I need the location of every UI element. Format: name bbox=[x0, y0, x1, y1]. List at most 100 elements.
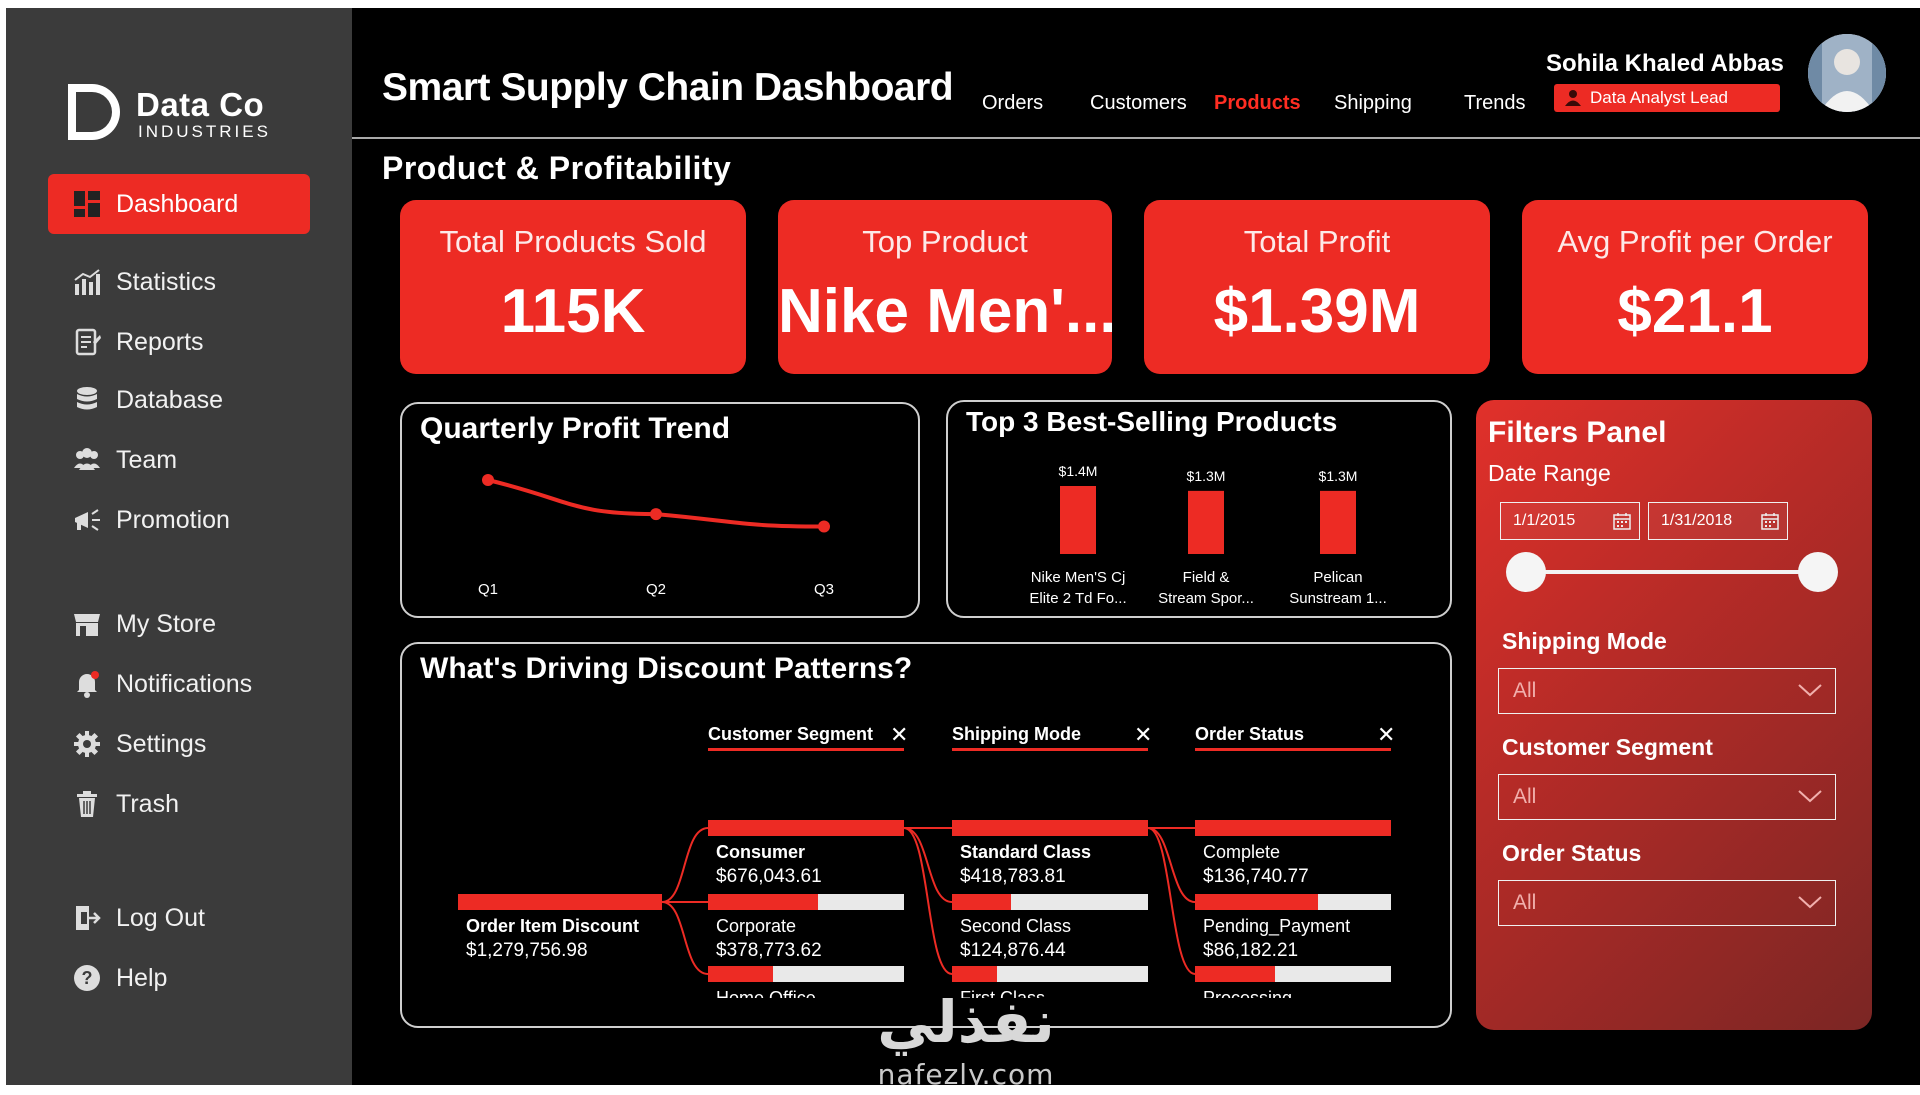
order-status-label: Order Status bbox=[1502, 840, 1642, 866]
sidebar-item-help[interactable]: ? Help bbox=[48, 948, 310, 1008]
end-date-value: 1/31/2018 bbox=[1661, 512, 1733, 529]
start-date-input[interactable]: 1/1/2015 bbox=[1500, 502, 1640, 540]
sidebar-item-statistics[interactable]: Statistics bbox=[48, 252, 310, 312]
sidebar-item-label: Log Out bbox=[116, 903, 205, 932]
sidebar-item-database[interactable]: Database bbox=[48, 370, 310, 430]
shipping-mode-label: Shipping Mode bbox=[1502, 628, 1667, 654]
node-bar[interactable] bbox=[708, 820, 904, 836]
sidebar-item-my-store[interactable]: My Store bbox=[48, 594, 310, 654]
chart-title: Quarterly Profit Trend bbox=[420, 412, 731, 445]
data-label: $1.3M bbox=[1319, 468, 1358, 484]
x-tick-label: Q3 bbox=[814, 581, 834, 598]
node-bar[interactable] bbox=[952, 820, 1148, 836]
slider-end-handle[interactable] bbox=[1798, 552, 1838, 592]
top-products-panel: Top 3 Best-Selling Products $1.4M Nike Me… bbox=[946, 400, 1452, 618]
x-tick-label: Q2 bbox=[646, 581, 666, 598]
chart-title: Top 3 Best-Selling Products bbox=[966, 406, 1338, 437]
sidebar-item-label: Dashboard bbox=[116, 189, 239, 218]
sidebar-item-reports[interactable]: Reports bbox=[48, 312, 310, 372]
close-icon[interactable]: ✕ bbox=[1377, 722, 1396, 747]
statistics-icon bbox=[72, 267, 102, 297]
node-bar[interactable] bbox=[952, 894, 1148, 910]
quarterly-profit-chart: Q1 Q2 Q3 bbox=[478, 474, 834, 598]
store-icon bbox=[72, 609, 102, 639]
bar bbox=[1320, 490, 1356, 554]
end-date-input[interactable]: 1/31/2018 bbox=[1648, 502, 1788, 540]
chevron-down-icon bbox=[1798, 790, 1822, 803]
x-tick-label: Pelican bbox=[1313, 569, 1362, 586]
megaphone-icon bbox=[72, 505, 102, 535]
level-header-underline bbox=[708, 748, 904, 751]
decomposition-tree: Order Item Discount $1,279,756.98 Consum… bbox=[402, 644, 1450, 998]
shipping-mode-select[interactable]: All bbox=[1498, 668, 1836, 714]
dashboard-icon bbox=[72, 189, 102, 219]
slider-start-handle[interactable] bbox=[1506, 552, 1546, 592]
chevron-down-icon bbox=[1798, 896, 1822, 909]
kpi-value: $21.1 bbox=[1617, 277, 1773, 346]
node-label: First Class bbox=[960, 988, 1045, 998]
root-bar[interactable] bbox=[458, 894, 662, 910]
tab-shipping[interactable]: Shipping bbox=[1334, 92, 1412, 114]
data-point-q1 bbox=[482, 474, 494, 486]
sidebar-item-notifications[interactable]: Notifications bbox=[48, 654, 310, 714]
sidebar-item-trash[interactable]: Trash bbox=[48, 774, 310, 834]
date-range-slider[interactable] bbox=[1526, 570, 1820, 574]
close-icon[interactable]: ✕ bbox=[1134, 722, 1153, 747]
node-label: Pending_Payment bbox=[1203, 916, 1351, 936]
bar bbox=[1188, 490, 1224, 554]
sidebar-item-team[interactable]: Team bbox=[48, 430, 310, 490]
kpi-value: Nike Men'... bbox=[778, 277, 1112, 346]
select-value: All bbox=[1513, 891, 1537, 914]
order-status-select[interactable]: All bbox=[1498, 880, 1836, 926]
start-date-value: 1/1/2015 bbox=[1513, 512, 1576, 529]
brand-sub: INDUSTRIES bbox=[138, 122, 271, 141]
node-bar[interactable] bbox=[952, 966, 1148, 982]
node-bar[interactable] bbox=[708, 894, 904, 910]
tab-products[interactable]: Products bbox=[1214, 92, 1301, 114]
sidebar-item-label: Settings bbox=[116, 729, 207, 758]
sidebar-item-label: Team bbox=[116, 445, 178, 474]
logo-mark-icon bbox=[68, 84, 120, 140]
tab-trends[interactable]: Trends bbox=[1464, 92, 1526, 114]
customer-segment-select[interactable]: All bbox=[1498, 774, 1836, 820]
bar bbox=[1060, 486, 1096, 554]
reports-icon bbox=[72, 327, 102, 357]
sidebar-item-settings[interactable]: Settings bbox=[48, 714, 310, 774]
top-products-chart: $1.4M Nike Men'S Cj Elite 2 Td Fo... $1.3M F… bbox=[1029, 463, 1387, 607]
x-tick-label: Sunstream 1... bbox=[1289, 590, 1387, 607]
node-bar[interactable] bbox=[1195, 820, 1391, 836]
data-label: $1.4M bbox=[1059, 463, 1098, 479]
tab-customers[interactable]: Customers bbox=[1090, 92, 1187, 114]
tab-orders[interactable]: Orders bbox=[982, 92, 1044, 114]
node-value: $124,876.44 bbox=[960, 940, 1066, 961]
sidebar-item-label: Statistics bbox=[116, 267, 217, 296]
node-bar[interactable] bbox=[1195, 894, 1391, 910]
quarterly-profit-panel: Quarterly Profit Trend Q1 Q2 Q3 bbox=[400, 402, 920, 618]
node-value: $676,043.61 bbox=[716, 866, 822, 887]
node-bar[interactable] bbox=[1195, 966, 1391, 982]
kpi-avg-profit-per-order: Avg Profit per Order $21.1 bbox=[1522, 200, 1868, 374]
calendar-icon[interactable] bbox=[1761, 512, 1779, 530]
sidebar-item-dashboard[interactable]: Dashboard bbox=[48, 174, 310, 234]
kpi-total-products-sold: Total Products Sold 115K bbox=[400, 200, 746, 374]
root-value: $1,279,756.98 bbox=[466, 940, 588, 961]
close-icon[interactable]: ✕ bbox=[890, 722, 909, 747]
user-role-label: Data Analyst Lead bbox=[1590, 88, 1728, 107]
watermark: نفذلي nafezly.com bbox=[846, 988, 1086, 1085]
kpi-label: Top Product bbox=[862, 224, 1028, 259]
node-label: Consumer bbox=[716, 842, 806, 862]
gear-icon bbox=[72, 729, 102, 759]
date-range-label: Date Range bbox=[1488, 460, 1611, 486]
node-bar[interactable] bbox=[708, 966, 904, 982]
sidebar-item-label: Promotion bbox=[116, 505, 230, 534]
root-label: Order Item Discount bbox=[466, 916, 640, 936]
calendar-icon[interactable] bbox=[1613, 512, 1631, 530]
level-header-customer-segment: Customer Segment bbox=[708, 724, 874, 744]
filters-title: Filters Panel bbox=[1488, 416, 1667, 449]
sidebar-item-promotion[interactable]: Promotion bbox=[48, 490, 310, 550]
section-title: Product & Profitability bbox=[382, 150, 732, 186]
avatar[interactable] bbox=[1808, 34, 1886, 112]
sidebar-item-log-out[interactable]: Log Out bbox=[48, 888, 310, 948]
node-label: Standard Class bbox=[960, 842, 1092, 862]
sidebar-item-label: Notifications bbox=[116, 669, 253, 698]
